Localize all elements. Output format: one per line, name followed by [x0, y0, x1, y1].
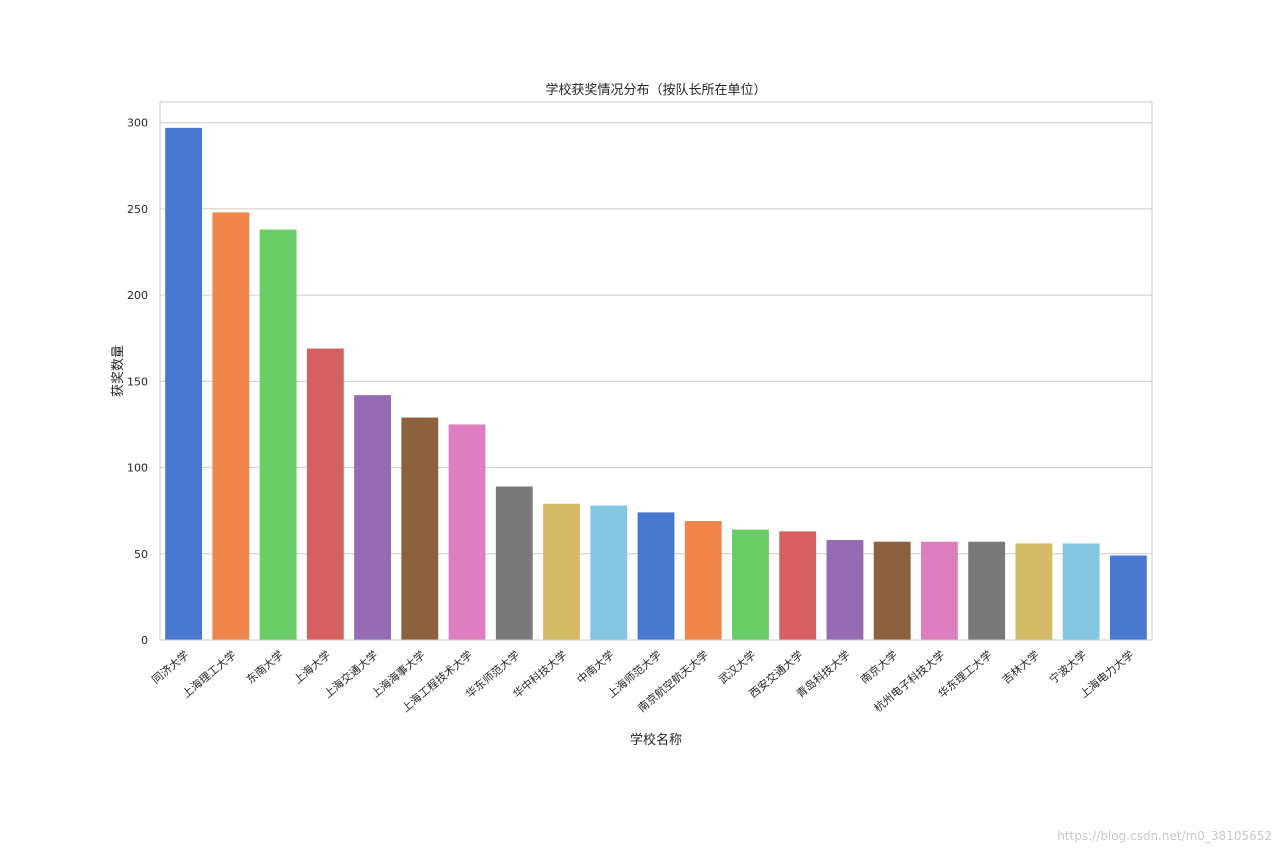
- bar: [968, 541, 1006, 640]
- bar: [637, 512, 675, 640]
- bar: [1109, 555, 1147, 640]
- bar: [354, 395, 391, 640]
- watermark: https://blog.csdn.net/m0_38105652: [1057, 829, 1272, 843]
- plot-frame: [159, 101, 1153, 641]
- x-tick-label: 南京大学: [857, 648, 900, 687]
- bar: [448, 424, 486, 640]
- bar: [1015, 543, 1053, 640]
- x-tick-label: 宁波大学: [1046, 648, 1089, 687]
- bars: [165, 127, 1147, 641]
- bar: [826, 539, 864, 640]
- bar: [684, 521, 722, 640]
- bar: [165, 127, 203, 641]
- bar: [732, 529, 769, 640]
- y-tick-label: 100: [127, 462, 148, 475]
- bar: [259, 229, 297, 640]
- y-axis-label: 获奖数量: [111, 345, 126, 397]
- x-tick-label: 武汉大学: [716, 648, 759, 687]
- x-tick-label: 东南大学: [243, 648, 286, 687]
- bar: [212, 212, 250, 640]
- x-tick-label: 同济大学: [149, 648, 192, 687]
- chart-title: 学校获奖情况分布（按队长所在单位）: [545, 82, 766, 98]
- bar: [543, 503, 580, 640]
- x-tick-label: 中南大学: [574, 648, 617, 687]
- bar: [495, 486, 533, 640]
- x-tick-label: 吉林大学: [999, 648, 1042, 687]
- y-tick-label: 150: [127, 375, 148, 388]
- bar: [590, 505, 628, 640]
- bar: [873, 541, 911, 640]
- y-tick-label: 200: [127, 289, 148, 302]
- y-tick-label: 300: [127, 117, 148, 130]
- bar: [921, 541, 958, 640]
- y-tick-label: 250: [127, 203, 148, 216]
- bar: [306, 348, 344, 640]
- bar: [401, 417, 439, 640]
- bar: [1062, 543, 1100, 640]
- x-tick-label: 上海大学: [291, 648, 334, 687]
- y-tick-label: 50: [134, 548, 148, 561]
- bar: [779, 531, 817, 640]
- y-tick-labels: 0 50 100 150 200 250 300: [127, 117, 148, 647]
- y-tick-label: 0: [141, 634, 148, 647]
- x-axis-label: 学校名称: [630, 732, 682, 748]
